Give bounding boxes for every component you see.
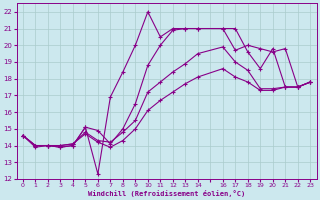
X-axis label: Windchill (Refroidissement éolien,°C): Windchill (Refroidissement éolien,°C): [88, 190, 245, 197]
